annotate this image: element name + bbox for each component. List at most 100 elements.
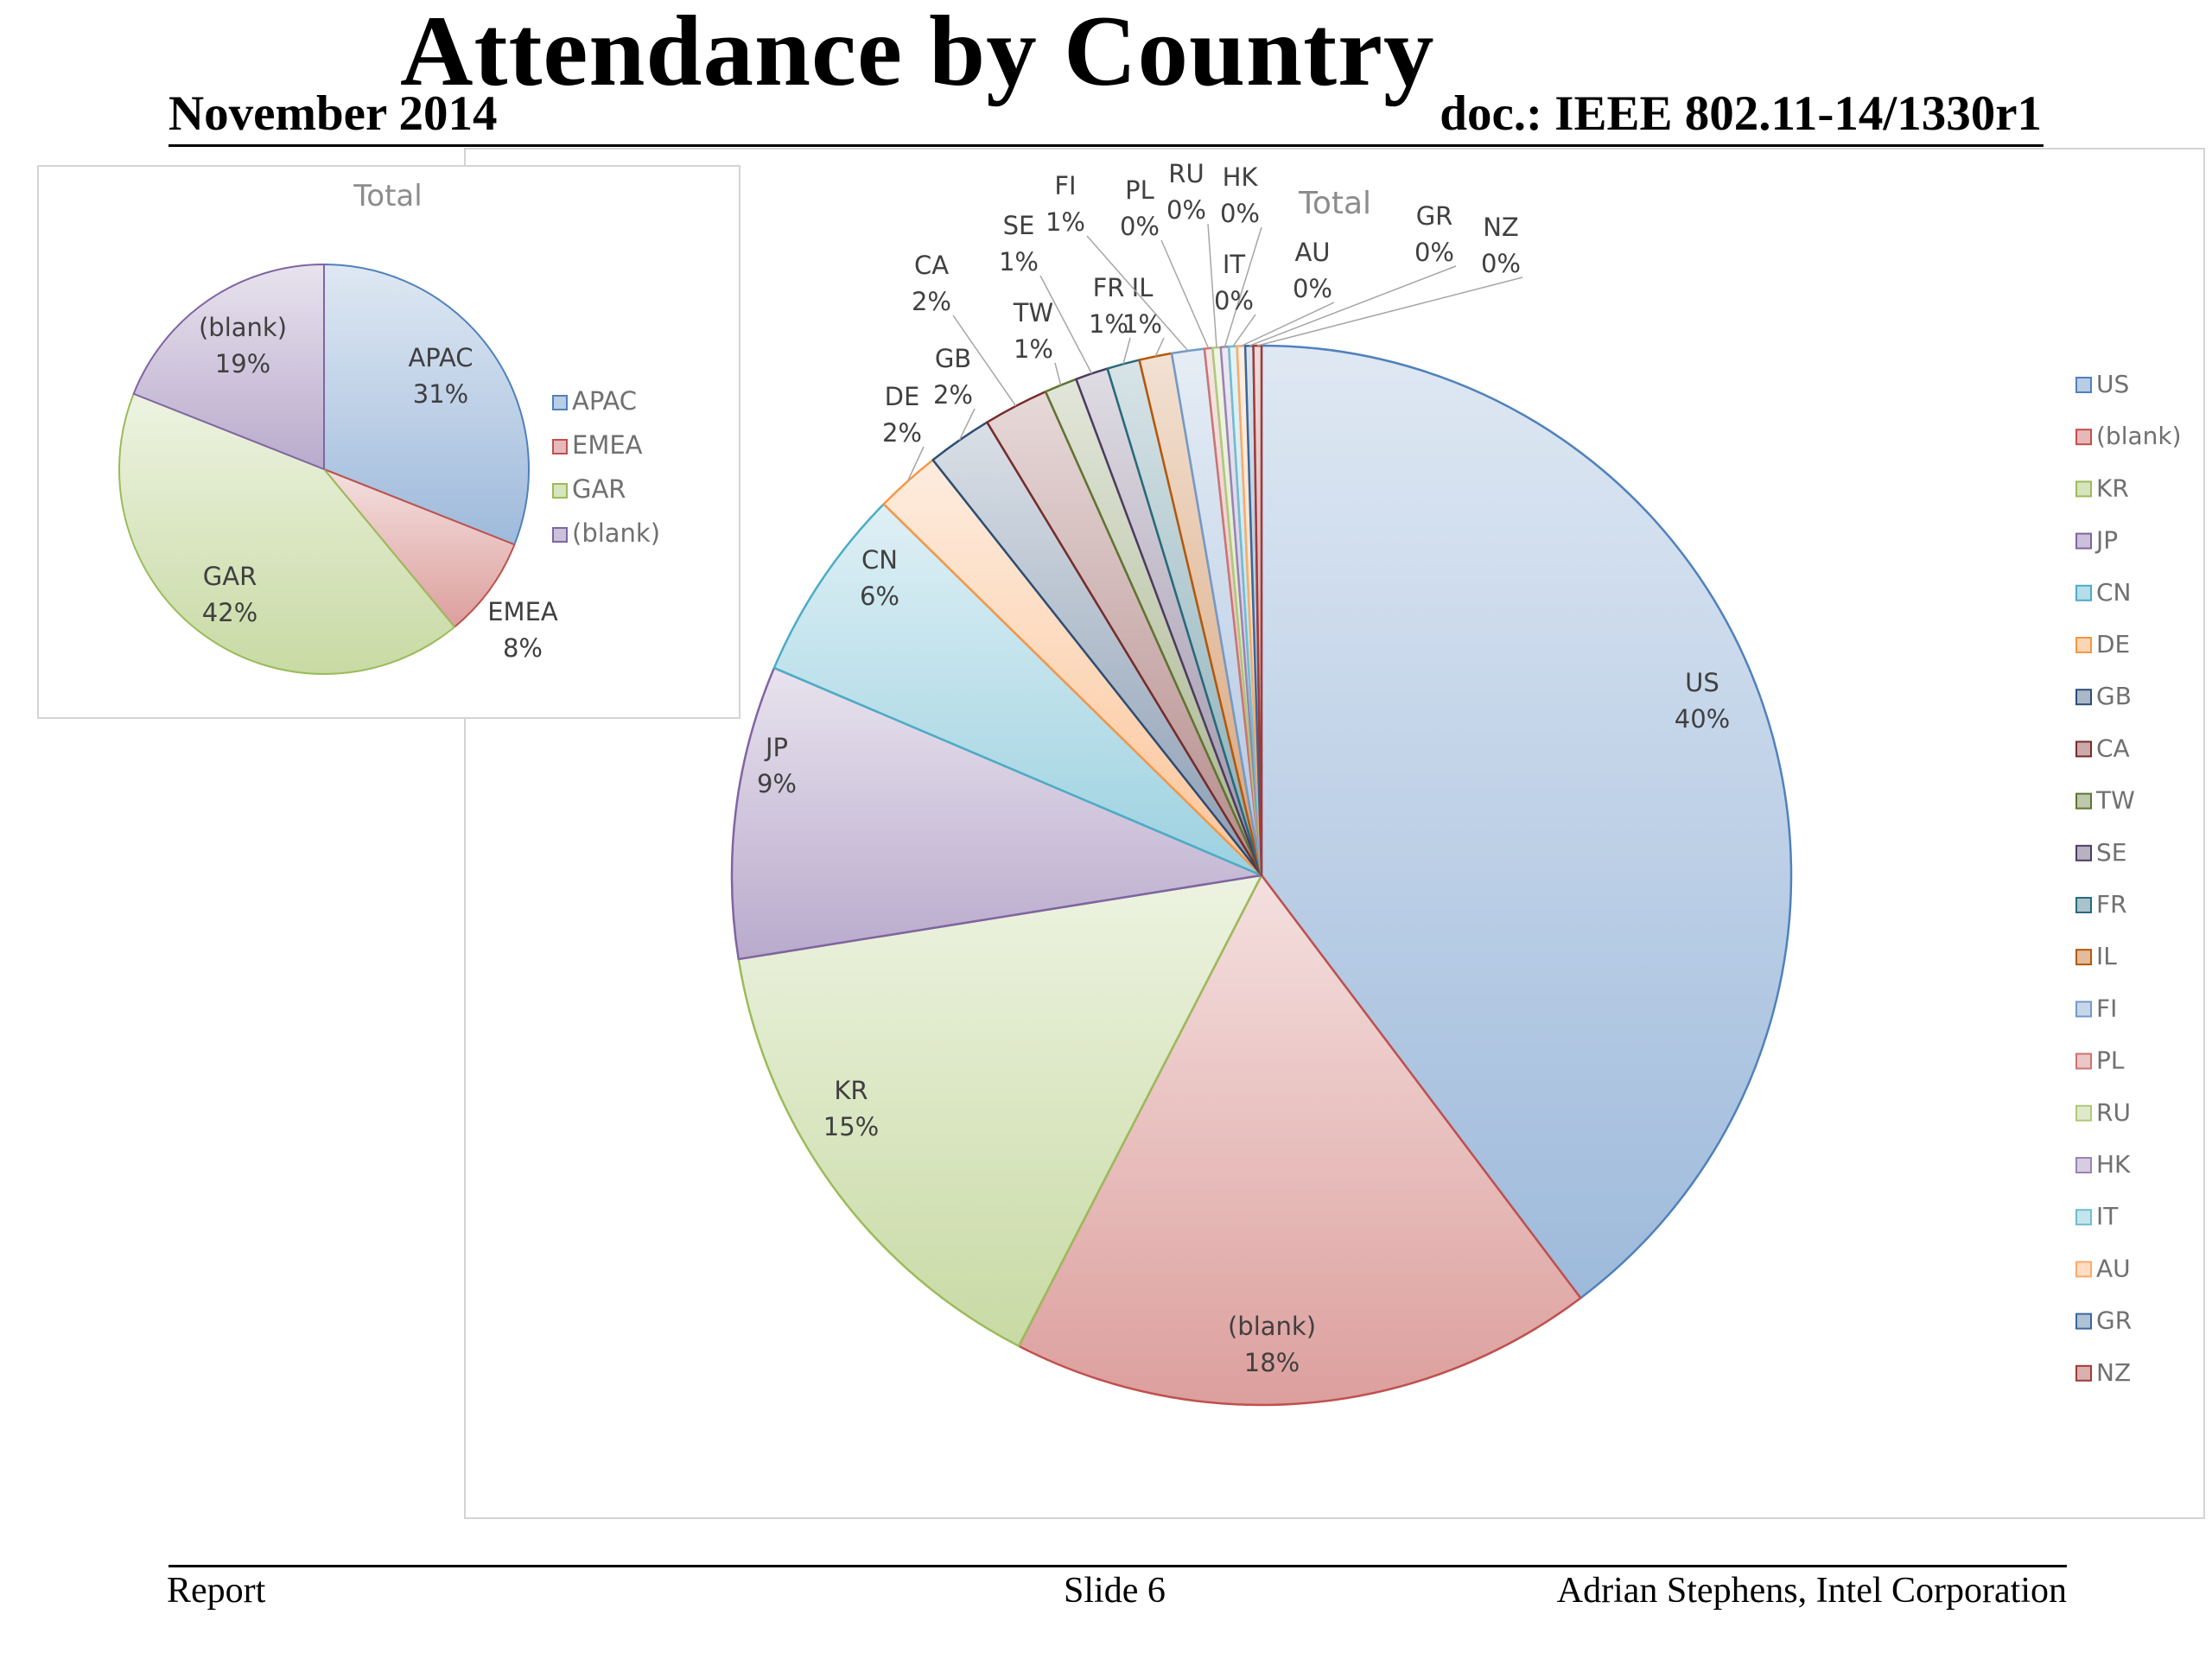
country-legend-item-au: AU [2096,1254,2131,1282]
country-label-au: AU [1294,238,1330,267]
country-value-se: 1% [999,247,1039,276]
country-chart-title: Total [1298,186,1371,221]
country-slice-blank [1017,874,1582,1407]
region-label-blank: (blank) [199,313,287,342]
region-label-gar: GAR [203,562,257,591]
region-value-apac: 31% [413,379,468,409]
country-legend-swatch-pl [2075,1052,2092,1070]
country-label-it: IT [1223,250,1246,279]
country-legend-item-cn: CN [2096,578,2132,607]
country-leader-line-se [1039,275,1093,374]
country-pie-chart: Total US 40% (blank) 18% KR 15% JP 9% CN 6% DE 2% GB… [730,159,2182,1407]
country-legend-swatch-il [2075,949,2092,966]
region-legend-swatch-blank [552,527,568,543]
country-legend-swatch-se [2075,844,2092,861]
country-legend-swatch-gb [2075,689,2092,706]
country-leader-line-gb [958,408,976,441]
country-value-it: 0% [1214,286,1254,315]
region-legend-item-blank: (blank) [572,518,660,548]
header-rule [168,144,2044,147]
country-slice-us [1260,344,1793,1300]
footer-left: Report [167,1571,266,1611]
country-value-blank: 18% [1244,1348,1300,1377]
country-legend-item-hk: HK [2096,1150,2131,1179]
country-value-gb: 2% [933,380,973,410]
country-legend-item-ca: CA [2096,734,2130,762]
country-value-kr: 15% [823,1112,879,1141]
country-legend-swatch-gr [2075,1313,2092,1330]
country-value-hk: 0% [1220,199,1260,228]
country-legend-item-ru: RU [2096,1098,2131,1127]
country-label-us: US [1685,668,1719,697]
country-legend-item-pl: PL [2096,1046,2125,1075]
country-legend-swatch-kr [2075,480,2092,498]
country-legend-item-il: IL [2096,942,2117,970]
country-slice-kr [737,874,1263,1348]
country-leader-line-pl [1160,239,1210,349]
country-leader-line-ca [952,315,1017,407]
country-value-jp: 9% [757,769,797,798]
region-label-emea: EMEA [487,597,558,626]
region-slice-emea [323,468,516,628]
country-legend-swatch-ru [2075,1104,2092,1122]
country-value-ru: 0% [1166,195,1206,225]
header-doc-id: doc.: IEEE 802.11-14/1330r1 [1440,86,2042,141]
country-label-ca: CA [914,251,949,280]
country-label-ru: RU [1168,159,1204,188]
region-value-blank: 19% [215,349,270,378]
country-slice-nz [1252,344,1263,877]
country-leader-line-tw [1054,362,1062,385]
country-leader-line-il [1154,337,1165,357]
country-value-fr: 1% [1089,309,1128,339]
country-legend-swatch-nz [2075,1364,2092,1382]
country-legend-item-it: IT [2096,1202,2119,1230]
country-legend-item-kr: KR [2096,474,2129,502]
country-label-gb: GB [935,344,971,373]
country-leader-line-ru [1207,223,1217,348]
country-leader-line-fi [1086,235,1189,352]
country-label-tw: TW [1013,298,1053,327]
country-value-tw: 1% [1014,334,1053,364]
country-leader-line-gr [1249,265,1457,346]
country-legend-swatch-it [2075,1209,2092,1226]
country-legend-swatch-blank [2075,429,2092,446]
country-label-il: IL [1132,273,1154,302]
country-legend-swatch-fi [2075,1001,2092,1018]
region-legend-item-gar: GAR [572,474,626,504]
country-value-au: 0% [1293,274,1332,303]
country-label-fi: FI [1054,171,1076,200]
country-label-jp: JP [764,733,788,762]
footer-author: Adrian Stephens, Intel Corporation [1556,1571,2067,1611]
region-legend-item-emea: EMEA [572,430,643,460]
country-legend-swatch-au [2075,1261,2092,1278]
header-date: November 2014 [168,86,498,141]
country-legend-item-se: SE [2096,838,2126,867]
region-legend-item-apac: APAC [572,386,637,416]
country-value-nz: 0% [1481,249,1521,278]
country-leader-line-nz [1257,276,1523,346]
country-slice-cn [772,503,1263,877]
region-value-emea: 8% [503,633,543,663]
country-legend-swatch-hk [2075,1157,2092,1173]
country-legend-swatch-jp [2075,532,2092,550]
country-value-gr: 0% [1414,238,1454,267]
country-legend-swatch-cn [2075,584,2092,601]
country-label-nz: NZ [1483,213,1519,242]
region-legend-swatch-apac [552,395,568,410]
country-value-cn: 6% [860,582,899,611]
country-legend-item-jp: JP [2094,526,2118,555]
country-leader-line-it [1232,314,1256,347]
country-label-gr: GR [1416,201,1453,231]
country-legend-swatch-tw [2075,792,2092,810]
country-legend-item-tw: TW [2095,786,2135,815]
country-label-de: DE [885,382,920,411]
country-value-fi: 1% [1046,207,1085,237]
country-legend-item-gr: GR [2096,1306,2132,1335]
country-leader-line-de [906,446,925,482]
country-legend-item-fr: FR [2096,890,2127,918]
country-legend-swatch-de [2075,637,2092,653]
country-legend-item-gb: GB [2096,682,2132,710]
country-label-se: SE [1003,211,1035,240]
region-label-apac: APAC [408,343,473,372]
